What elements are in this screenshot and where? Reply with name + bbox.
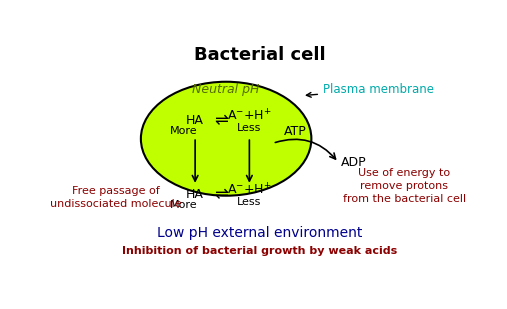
Text: $\rightleftharpoons$: $\rightleftharpoons$ (211, 111, 229, 129)
Text: Bacterial cell: Bacterial cell (194, 46, 325, 64)
Text: Free passage of
undissociated molecule: Free passage of undissociated molecule (50, 186, 182, 209)
Text: Less: Less (237, 197, 262, 207)
Ellipse shape (141, 82, 311, 196)
Text: Plasma membrane: Plasma membrane (306, 83, 434, 97)
Text: Inhibition of bacterial growth by weak acids: Inhibition of bacterial growth by weak a… (122, 246, 397, 256)
Text: ATP: ATP (284, 125, 307, 138)
Text: $\rightleftharpoons$: $\rightleftharpoons$ (211, 185, 229, 203)
Text: Use of energy to
remove protons
from the bacterial cell: Use of energy to remove protons from the… (343, 168, 466, 204)
Text: HA: HA (186, 114, 204, 127)
Text: Less: Less (237, 123, 262, 133)
Text: More: More (170, 200, 197, 210)
Text: A$^{-}$+H$^{+}$: A$^{-}$+H$^{+}$ (227, 183, 272, 198)
Text: Low pH external environment: Low pH external environment (157, 226, 362, 240)
Text: A$^{-}$+H$^{+}$: A$^{-}$+H$^{+}$ (227, 109, 272, 124)
Text: ADP: ADP (341, 156, 367, 169)
Text: More: More (170, 126, 197, 136)
Text: Neutral pH: Neutral pH (193, 83, 260, 96)
Text: HA: HA (186, 188, 204, 201)
